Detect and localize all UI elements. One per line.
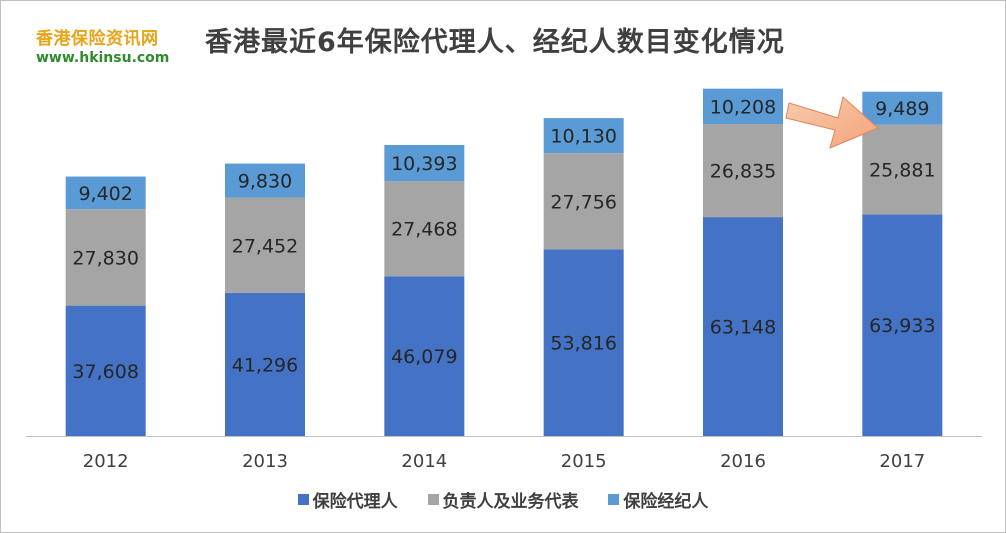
legend-swatch-representatives (427, 494, 439, 505)
legend-label-agents: 保险代理人 (312, 492, 398, 512)
bar-segment (65, 305, 146, 436)
bar-segment (225, 163, 305, 198)
legend-swatch-agents (297, 494, 309, 505)
legend-label-brokers: 保险经纪人 (623, 492, 709, 512)
x-tick-label: 2013 (242, 451, 288, 472)
bar-segment (543, 118, 624, 154)
legend-swatch-brokers (608, 494, 620, 505)
bar-segment (384, 145, 465, 182)
data-label: 10,130 (550, 126, 616, 148)
data-label: 46,079 (391, 346, 457, 368)
legend-item-representatives: 负责人及业务代表 (427, 487, 579, 512)
data-label: 27,468 (391, 219, 457, 241)
data-label: 37,608 (72, 361, 138, 383)
data-label: 63,933 (869, 315, 935, 337)
bar-segment (225, 292, 305, 436)
data-label: 27,830 (72, 247, 138, 269)
bar-segment (703, 124, 783, 218)
data-label: 10,393 (391, 153, 457, 175)
bar-segment (862, 214, 943, 436)
bar-segment (65, 176, 146, 210)
site-logo[interactable]: 香港保险资讯网 www.hkinsu.com (36, 24, 169, 66)
data-label: 9,402 (78, 183, 132, 205)
data-label: 63,148 (710, 317, 776, 339)
x-tick-label: 2014 (401, 451, 447, 472)
bar-segment (225, 197, 305, 293)
chart-title: 香港最近6年保险代理人、经纪人数目变化情况 (205, 27, 785, 58)
bar-segment (384, 276, 465, 436)
x-tick-label: 2016 (720, 451, 766, 472)
bar-segment (543, 153, 624, 250)
bar-segment (703, 88, 783, 125)
data-label: 27,452 (232, 235, 298, 257)
data-label: 25,881 (869, 160, 935, 182)
data-label: 10,208 (710, 96, 776, 118)
data-label: 41,296 (232, 354, 298, 376)
x-tick-label: 2012 (83, 451, 129, 472)
legend-label-representatives: 负责人及业务代表 (442, 492, 579, 512)
bar-segment (543, 249, 624, 436)
x-tick-label: 2017 (879, 451, 925, 472)
x-tick-label: 2015 (561, 451, 607, 472)
data-label: 53,816 (550, 333, 616, 355)
bar-segment (703, 217, 783, 436)
bar-segment (384, 181, 465, 277)
logo-name: 香港保险资讯网 (36, 29, 159, 49)
data-label: 9,830 (238, 171, 292, 193)
bar-segment (862, 124, 943, 215)
data-label: 9,489 (875, 98, 929, 120)
data-label: 27,756 (550, 191, 616, 213)
arrow-annotation-icon (785, 96, 879, 149)
legend-item-agents: 保险代理人 (297, 487, 398, 512)
chart-legend: 保险代理人 负责人及业务代表 保险经纪人 (0, 487, 1006, 512)
logo-url: www.hkinsu.com (36, 50, 170, 66)
bar-segment (65, 209, 146, 306)
bar-segment (862, 91, 943, 125)
data-label: 26,835 (710, 161, 776, 183)
legend-item-brokers: 保险经纪人 (608, 487, 708, 512)
